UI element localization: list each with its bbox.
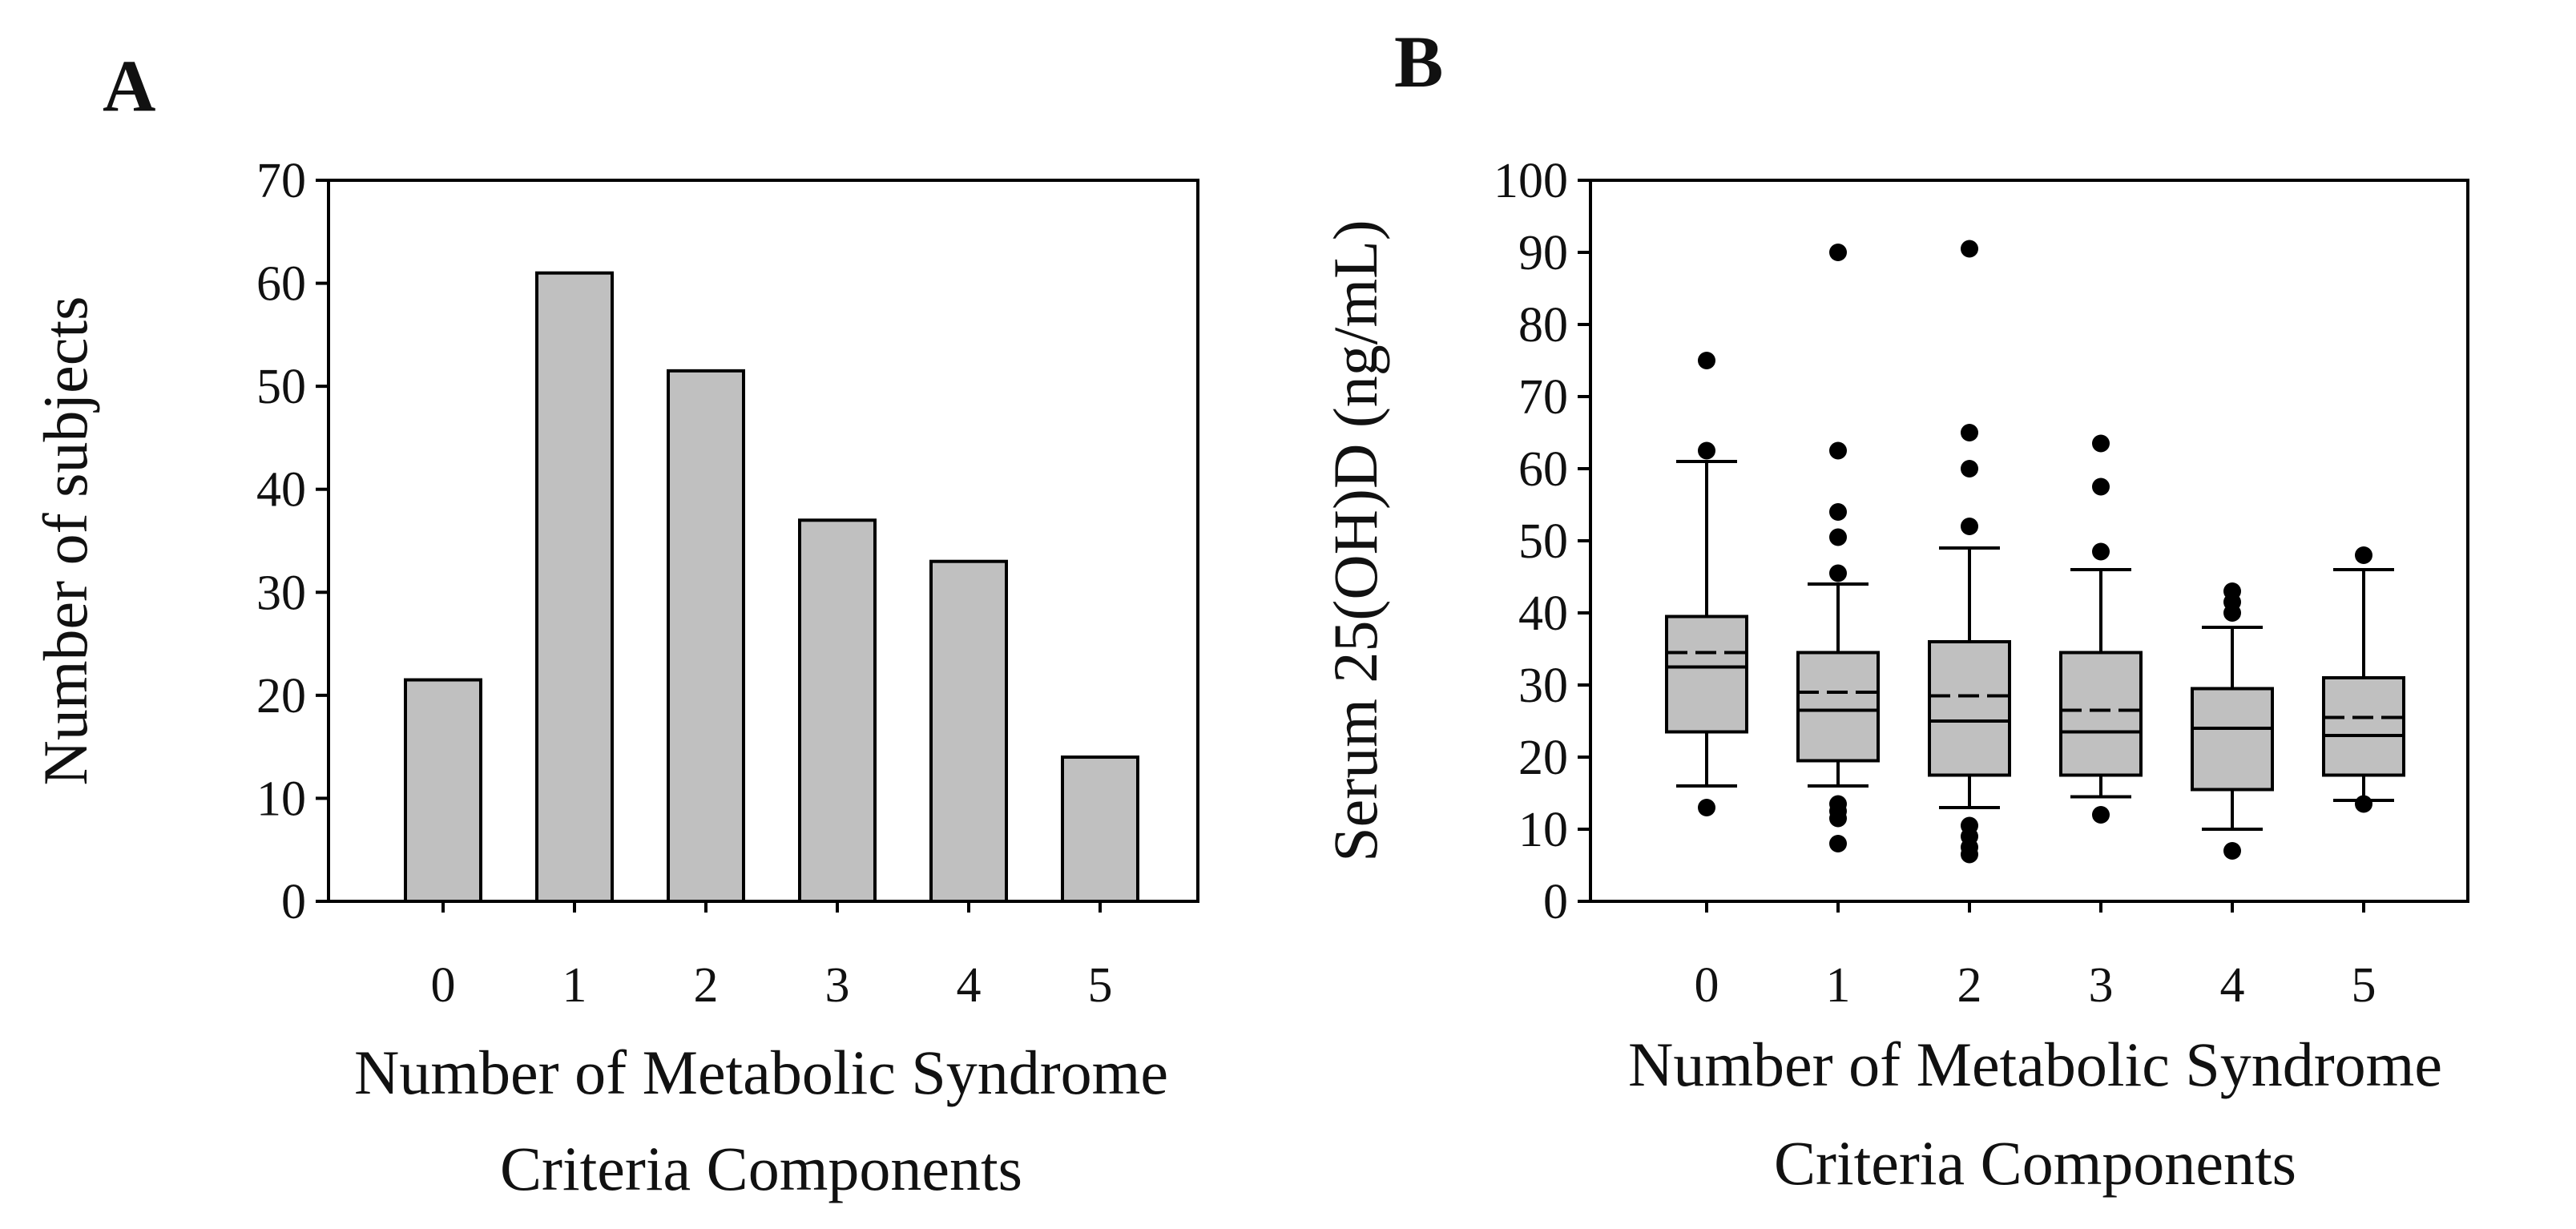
panel-b-box <box>1665 614 1748 734</box>
panel-b-x-tick-label: 0 <box>1695 958 1719 1013</box>
outlier-point <box>1829 795 1847 813</box>
outlier-point <box>2092 542 2110 561</box>
outlier-point <box>1829 528 1847 546</box>
panel-b-box <box>2322 676 2405 777</box>
panel-b-box <box>1796 651 1880 763</box>
outlier-point <box>1698 352 1715 369</box>
panel-a-y-tick-label: 40 <box>256 463 306 518</box>
panel-b-y-tick-label: 10 <box>1518 803 1568 857</box>
panel-a-plot-frame <box>327 179 1199 903</box>
panel-b-box <box>1928 640 2011 777</box>
panel-a-y-axis-label: Number of subjects <box>30 296 100 786</box>
panel-b-y-tick-label: 0 <box>1543 875 1568 929</box>
panel-b-box <box>2191 687 2274 792</box>
panel-b-x-tick-label: 2 <box>1957 958 1982 1013</box>
outlier-point <box>2092 477 2110 496</box>
outlier-point <box>1961 240 1978 258</box>
outlier-point <box>1829 564 1847 582</box>
panel-a-bar <box>1061 756 1139 903</box>
panel-b-box-group <box>2322 546 2405 813</box>
outlier-point <box>2223 842 2241 860</box>
panel-a-y-tick-label: 50 <box>256 360 306 414</box>
panel-b-box-group <box>1665 352 1748 816</box>
panel-a-bar <box>929 559 1008 903</box>
panel-a-y-tick-label: 10 <box>256 772 306 826</box>
outlier-point <box>1698 799 1715 816</box>
outlier-point <box>1829 441 1847 460</box>
panel-b-y-tick-label: 60 <box>1518 442 1568 497</box>
panel-a-x-tick-label: 3 <box>825 958 850 1013</box>
outlier-point <box>1698 441 1715 460</box>
panel-b-box-group <box>1928 240 2011 864</box>
panel-b-y-tick-label: 80 <box>1518 298 1568 353</box>
outlier-point <box>1961 518 1978 535</box>
panel-a-label: A <box>103 45 155 127</box>
outlier-point <box>1829 835 1847 852</box>
panel-a-x-tick-label: 1 <box>562 958 587 1013</box>
panel-b-y-tick-label: 20 <box>1518 731 1568 785</box>
panel-b-y-tick-label: 50 <box>1518 514 1568 569</box>
outlier-point <box>2223 582 2241 600</box>
panel-b-y-tick-label: 30 <box>1518 659 1568 713</box>
panel-a-y-tick-label: 0 <box>281 875 306 929</box>
panel-b-x-tick-label: 1 <box>1826 958 1851 1013</box>
panel-b-x-axis-label-line-2: Criteria Components <box>1774 1128 2296 1198</box>
outlier-point <box>1961 816 1978 835</box>
panel-a: A 0 10 20 30 40 50 60 70 0 1 2 3 4 5 Number of subje… <box>30 45 1199 1203</box>
panel-a-y-tick-label: 70 <box>256 154 306 208</box>
panel-a-y-tick-label: 60 <box>256 257 306 312</box>
panel-b-x-tick-label: 4 <box>2220 958 2245 1013</box>
panel-b-box-group <box>2059 434 2143 824</box>
panel-a-y-tick-label: 30 <box>256 566 306 620</box>
panel-a-x-tick-label: 4 <box>957 958 982 1013</box>
outlier-point <box>2355 795 2372 813</box>
panel-b-x-axis-label-line-1: Number of Metabolic Syndrome <box>1628 1030 2442 1099</box>
outlier-point <box>2092 434 2110 453</box>
panel-b-y-tick-label: 90 <box>1518 226 1568 280</box>
panel-a-x-axis-label-line-1: Number of Metabolic Syndrome <box>354 1038 1168 1107</box>
panel-b-box-group <box>1796 244 1880 852</box>
panel-a-x-tick-label: 2 <box>694 958 719 1013</box>
panel-b: B 0 10 20 30 40 50 60 70 80 90 100 0 1 2 3 4 5 Serum 25… <box>1320 21 2469 1198</box>
panel-b-plot-frame <box>1589 179 2469 903</box>
panel-b-box-group <box>2191 582 2274 860</box>
panel-b-x-tick-label: 5 <box>2352 958 2376 1013</box>
outlier-point <box>2092 806 2110 824</box>
panel-b-label: B <box>1394 21 1443 103</box>
panel-b-x-tick-label: 3 <box>2089 958 2114 1013</box>
panel-a-x-tick-label: 0 <box>431 958 456 1013</box>
panel-a-x-tick-label: 5 <box>1088 958 1113 1013</box>
panel-b-y-axis-label: Serum 25(OH)D (ng/mL) <box>1320 220 1390 862</box>
outlier-point <box>1829 244 1847 261</box>
panel-b-y-tick-label: 100 <box>1494 154 1568 208</box>
outlier-point <box>1961 460 1978 477</box>
panel-a-bar <box>404 678 482 903</box>
panel-a-bar <box>667 369 745 904</box>
panel-a-x-axis-label-line-2: Criteria Components <box>500 1134 1022 1203</box>
panel-a-bar <box>798 518 877 903</box>
outlier-point <box>2355 546 2372 564</box>
panel-a-bar <box>535 271 614 903</box>
outlier-point <box>1829 503 1847 521</box>
outlier-point <box>1961 424 1978 441</box>
panel-a-y-tick-label: 20 <box>256 669 306 723</box>
panel-b-y-tick-label: 70 <box>1518 370 1568 425</box>
panel-b-y-tick-label: 40 <box>1518 586 1568 641</box>
panel-b-box <box>2059 651 2143 777</box>
